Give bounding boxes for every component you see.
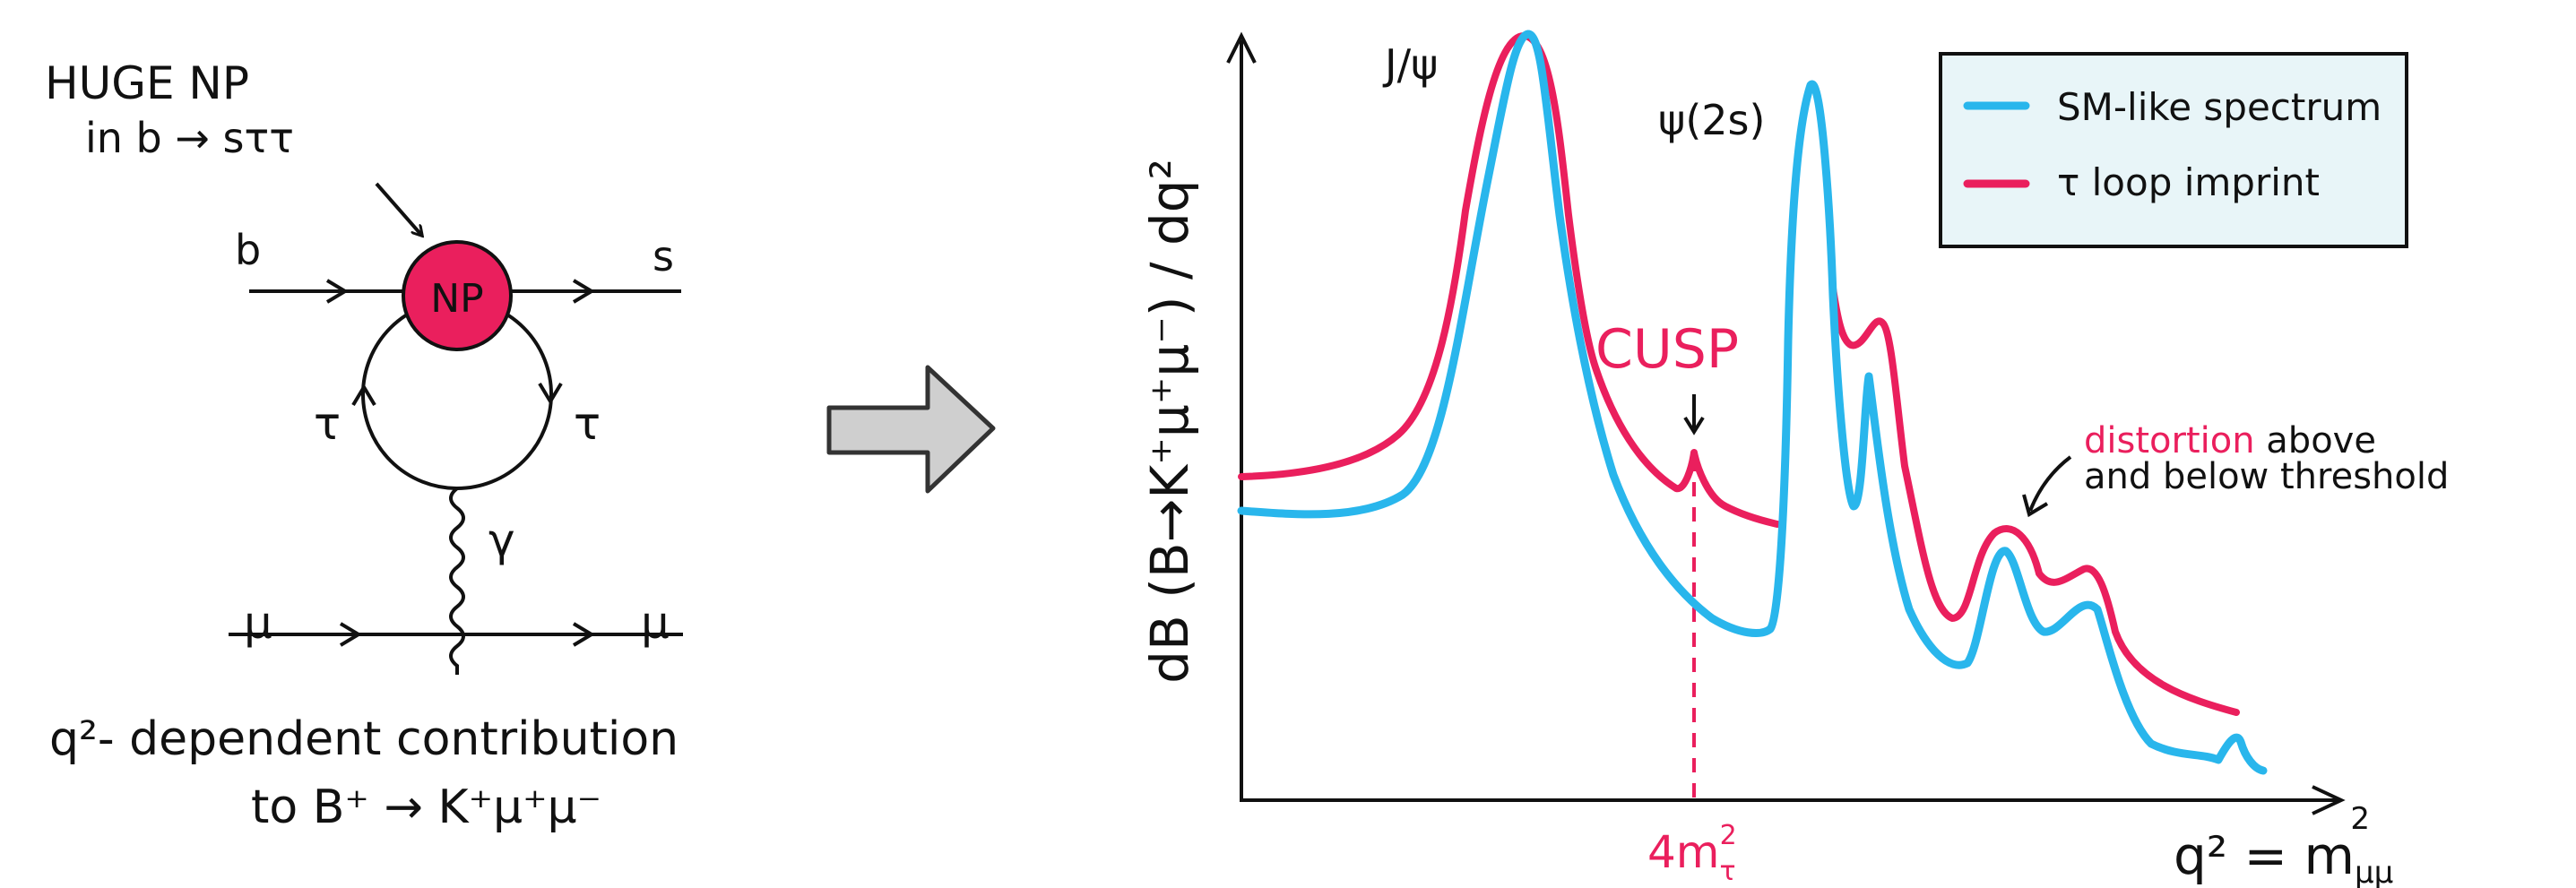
np-pointer-arrow bbox=[376, 184, 421, 235]
title-huge-np: HUGE NP bbox=[45, 57, 249, 109]
threshold-label: 4mτ2 bbox=[1647, 820, 1737, 887]
legend: SM-like spectrum τ loop imprint bbox=[1941, 54, 2407, 246]
y-axis-label: dB (B→K⁺μ⁺μ⁻) / dq² bbox=[1139, 159, 1200, 684]
label-s: s bbox=[653, 232, 674, 280]
caption-line2: to B⁺ → K⁺μ⁺μ⁻ bbox=[251, 780, 601, 834]
label-gamma: γ bbox=[488, 514, 515, 566]
spectrum-plot: dB (B→K⁺μ⁺μ⁻) / dq² q² = mμμ2 4mτ2 J/ψ ψ… bbox=[1139, 34, 2449, 888]
label-tau-right: τ bbox=[574, 398, 601, 450]
distortion-arrow-icon bbox=[2024, 457, 2070, 514]
feynman-diagram: HUGE NP in b → sττ b s τ τ NP γ μ μ q²- … bbox=[45, 57, 683, 834]
cusp-label: CUSP bbox=[1595, 318, 1739, 381]
label-mu-left: μ bbox=[244, 597, 272, 649]
cusp-arrow-icon bbox=[1685, 394, 1703, 432]
x-axis-label: q² = mμμ2 bbox=[2174, 801, 2393, 888]
legend-label-sm: SM-like spectrum bbox=[2057, 85, 2382, 129]
label-np: NP bbox=[430, 276, 483, 322]
peak-label-jpsi: J/ψ bbox=[1382, 40, 1438, 89]
distortion-annotation-line2: and below threshold bbox=[2084, 456, 2449, 497]
right-arrow-icon bbox=[829, 367, 993, 491]
label-tau-left: τ bbox=[314, 398, 341, 450]
title-process: in b → sττ bbox=[85, 114, 294, 162]
legend-label-tau: τ loop imprint bbox=[2057, 160, 2320, 204]
label-mu-right: μ bbox=[641, 597, 670, 649]
caption-line1: q²- dependent contribution bbox=[49, 712, 679, 766]
legend-box bbox=[1941, 54, 2407, 246]
peak-label-psi2s: ψ(2s) bbox=[1658, 96, 1765, 144]
photon-line bbox=[451, 488, 463, 675]
label-b: b bbox=[235, 226, 261, 274]
